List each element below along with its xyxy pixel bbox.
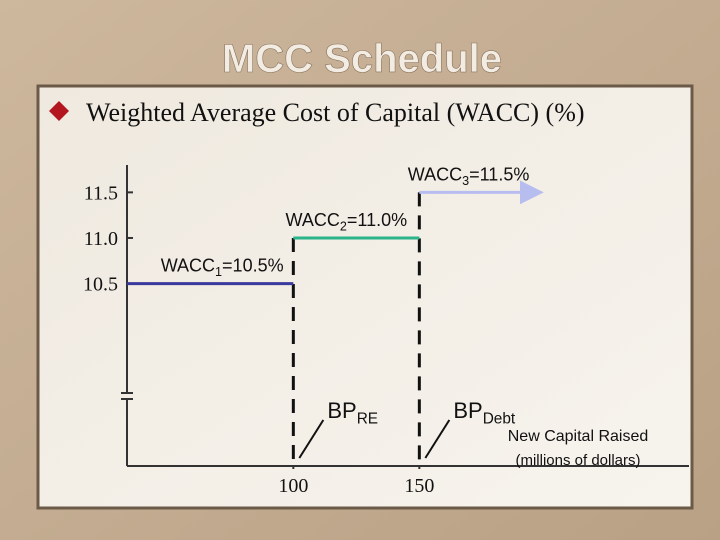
subtitle: Weighted Average Cost of Capital (WACC) … xyxy=(86,98,585,127)
panel xyxy=(36,84,694,510)
x-tick-label: 150 xyxy=(404,475,434,497)
x-axis-label: New Capital Raised xyxy=(508,428,649,445)
wacc-label-main: WACC xyxy=(161,256,215,276)
wacc-label-sub: 2 xyxy=(340,219,347,233)
wacc-label-sub: 3 xyxy=(462,174,469,188)
breakpoint-label: BPDebt xyxy=(453,398,516,428)
breakpoint-pointer xyxy=(424,419,451,459)
wacc-label-value: =11.5% xyxy=(469,164,529,184)
wacc-label-value: =11.0% xyxy=(347,210,407,230)
wacc-label-sub: 1 xyxy=(215,265,222,279)
breakpoint-pointer xyxy=(298,419,325,459)
axis-break xyxy=(121,393,133,399)
breakpoint-label-main: BP xyxy=(327,398,356,423)
breakpoint-label: BPRE xyxy=(327,398,378,428)
wacc-label-value: =10.5% xyxy=(222,256,284,276)
y-tick-label: 11.5 xyxy=(84,182,118,204)
slide-title: MCC Schedule xyxy=(222,37,502,81)
breakpoint-label-main: BP xyxy=(453,398,482,423)
wacc-label: WACC1=10.5% xyxy=(161,256,284,280)
wacc-label-main: WACC xyxy=(408,164,462,184)
breakpoint-label-sub: Debt xyxy=(483,411,516,428)
wacc-label: WACC2=11.0% xyxy=(286,210,408,234)
x-axis-label: (millions of dollars) xyxy=(515,452,640,469)
y-tick-label: 11.0 xyxy=(84,228,118,250)
plot: 10.5 11.0 11.5 100 150 New Capital Raised (mil… xyxy=(83,164,689,497)
wacc-label-main: WACC xyxy=(286,210,340,230)
wacc-label: WACC3=11.5% xyxy=(408,164,530,188)
y-tick-label: 10.5 xyxy=(83,274,118,296)
breakpoint-label-sub: RE xyxy=(357,411,378,428)
x-tick-label: 100 xyxy=(278,475,308,497)
bullet xyxy=(49,101,69,121)
